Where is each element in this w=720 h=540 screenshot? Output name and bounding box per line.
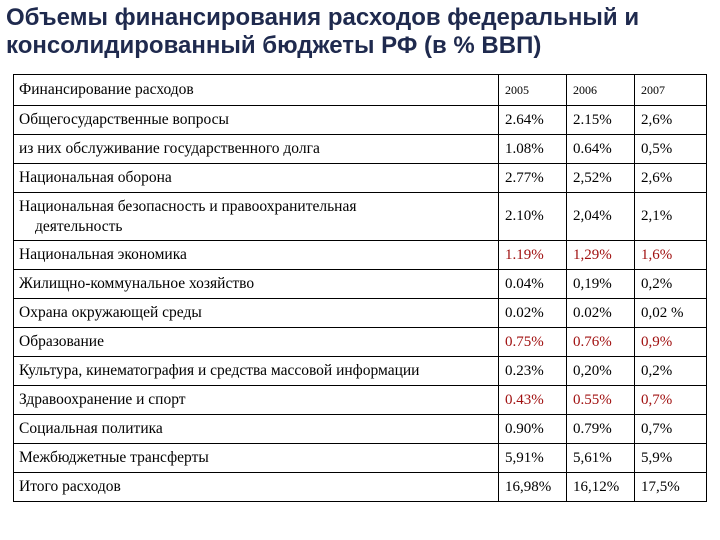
row-label: Охрана окружающей среды [13,298,499,328]
header-year-2006: 2006 [566,74,635,106]
row-label: Национальная безопасность и правоохранит… [13,192,499,241]
value-cell-2006: 5,61% [566,443,635,473]
budget-table: Финансирование расходов 2005 2006 2007 О… [13,74,707,502]
value-cell-2007: 0,5% [634,134,707,164]
table-row: Межбюджетные трансферты 5,91% 5,61% 5,9% [13,443,707,473]
value-cell-2005: 2.10% [498,192,567,241]
table-row: Национальная экономика 1.19% 1,29% 1,6% [13,240,707,270]
row-label-line1: Национальная безопасность и правоохранит… [19,197,357,215]
value-cell-2007: 0,2% [634,269,707,299]
table-row: Здравоохранение и спорт 0.43% 0.55% 0,7% [13,385,707,415]
value-cell-2005: 0.75% [498,327,567,357]
row-label: Межбюджетные трансферты [13,443,499,473]
row-label: Образование [13,327,499,357]
page-title: Объемы финансирования расходов федеральн… [6,4,640,59]
value-cell-2005: 0.43% [498,385,567,415]
table-row: Охрана окружающей среды 0.02% 0.02% 0,02 % [13,298,707,328]
row-label: Культура, кинематография и средства масс… [13,356,499,386]
value-cell-2006: 0.79% [566,414,635,444]
row-label: Здравоохранение и спорт [13,385,499,415]
row-label: Общегосударственные вопросы [13,105,499,135]
value-cell-2006: 0.02% [566,298,635,328]
value-cell-2007: 0,7% [634,414,707,444]
value-cell-2007: 2,6% [634,105,707,135]
value-cell-2005: 0.90% [498,414,567,444]
value-cell-2007: 5,9% [634,443,707,473]
value-cell-2006: 0.64% [566,134,635,164]
value-cell-2005: 1.08% [498,134,567,164]
value-cell-2005: 5,91% [498,443,567,473]
table-row: Социальная политика 0.90% 0.79% 0,7% [13,414,707,444]
value-cell-2006: 2.15% [566,105,635,135]
value-cell-2007: 0,02 % [634,298,707,328]
table-row: Жилищно-коммунальное хозяйство 0.04% 0,19%… [13,269,707,299]
value-cell-2006: 1,29% [566,240,635,270]
value-cell-2007: 0,2% [634,356,707,386]
value-cell-2006: 0.76% [566,327,635,357]
row-label-line2: деятельность [35,217,123,235]
value-cell-2007: 0,7% [634,385,707,415]
table-row: из них обслуживание государственного дол… [13,134,707,164]
row-label: Итого расходов [13,472,499,502]
value-cell-2005: 0.04% [498,269,567,299]
row-label: Национальная оборона [13,163,499,193]
value-cell-2005: 0.23% [498,356,567,386]
value-cell-2006: 2,04% [566,192,635,241]
table-row: Национальная безопасность и правоохранит… [13,192,707,241]
value-cell-2006: 0,19% [566,269,635,299]
value-cell-2005: 2.64% [498,105,567,135]
value-cell-2006: 2,52% [566,163,635,193]
value-cell-2007: 0,9% [634,327,707,357]
header-label: Финансирование расходов [13,74,499,106]
value-cell-2005: 1.19% [498,240,567,270]
table-row: Национальная оборона 2.77% 2,52% 2,6% [13,163,707,193]
value-cell-2006: 16,12% [566,472,635,502]
row-label: Социальная политика [13,414,499,444]
table-row: Общегосударственные вопросы 2.64% 2.15% 2,6… [13,105,707,135]
header-year-2005: 2005 [498,74,567,106]
row-label: Жилищно-коммунальное хозяйство [13,269,499,299]
value-cell-2007: 2,6% [634,163,707,193]
row-label: из них обслуживание государственного дол… [13,134,499,164]
value-cell-2006: 0,20% [566,356,635,386]
table-row: Культура, кинематография и средства масс… [13,356,707,386]
header-year-2007: 2007 [634,74,707,106]
value-cell-2005: 16,98% [498,472,567,502]
value-cell-2007: 1,6% [634,240,707,270]
table-row: Образование 0.75% 0.76% 0,9% [13,327,707,357]
value-cell-2005: 0.02% [498,298,567,328]
row-label: Национальная экономика [13,240,499,270]
value-cell-2006: 0.55% [566,385,635,415]
value-cell-2005: 2.77% [498,163,567,193]
table-row: Итого расходов 16,98% 16,12% 17,5% [13,472,707,502]
table-header-row: Финансирование расходов 2005 2006 2007 [13,74,707,106]
value-cell-2007: 17,5% [634,472,707,502]
value-cell-2007: 2,1% [634,192,707,241]
